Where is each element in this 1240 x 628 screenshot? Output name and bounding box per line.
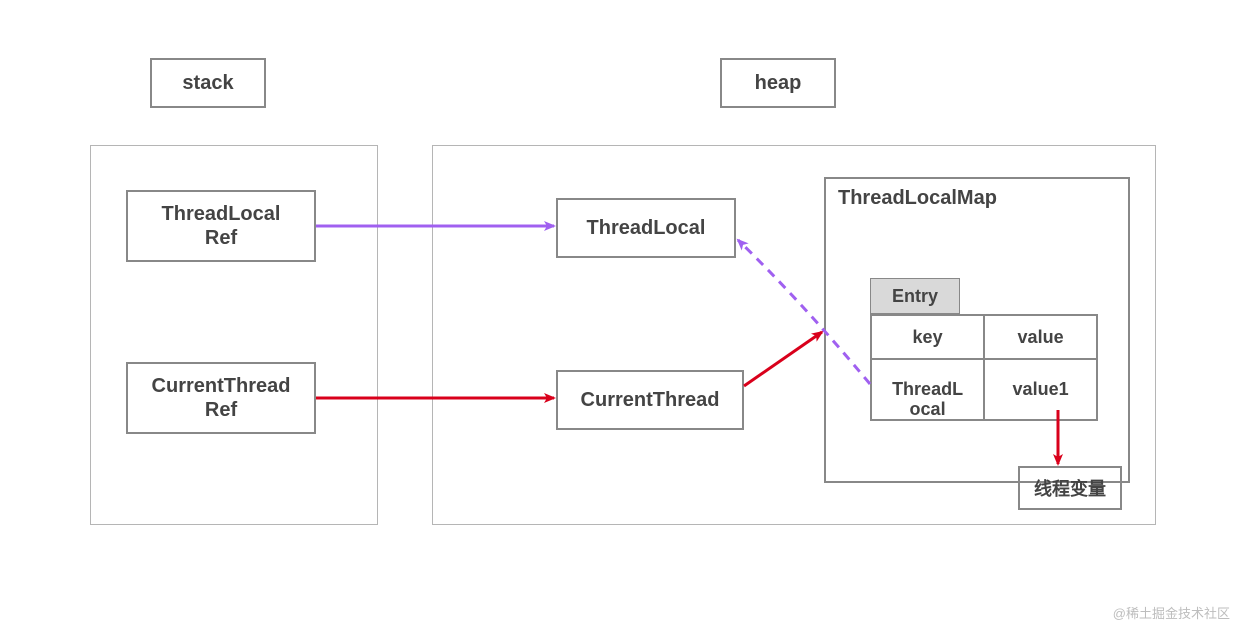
cell-text: value	[1018, 327, 1064, 347]
threadlocal-label: ThreadLocal	[587, 217, 706, 240]
heap-header-label: heap	[755, 72, 802, 95]
cell-text: value1	[1013, 379, 1069, 399]
currentthread-label: CurrentThread	[581, 389, 720, 412]
heap-header-box: heap	[720, 58, 836, 108]
entry-header-label: Entry	[892, 286, 938, 307]
entry-cell-key: key	[871, 315, 984, 359]
cell-text: key	[913, 327, 943, 347]
table-row: ThreadL ocal value1	[871, 359, 1097, 420]
currentthread-box: CurrentThread	[556, 370, 744, 430]
threadlocalmap-label: ThreadLocalMap	[838, 187, 997, 210]
threadlocal-box: ThreadLocal	[556, 198, 736, 258]
stack-header-label: stack	[182, 72, 233, 95]
entry-table: key value ThreadL ocal value1	[870, 314, 1098, 421]
currentthread-ref-box: CurrentThread Ref	[126, 362, 316, 434]
currentthread-ref-label: CurrentThread Ref	[152, 374, 291, 422]
thread-var-label: 线程变量	[1034, 475, 1106, 501]
threadlocal-ref-box: ThreadLocal Ref	[126, 190, 316, 262]
diagram-canvas: stack heap ThreadLocal Ref CurrentThread…	[0, 0, 1240, 628]
cell-text: ThreadL ocal	[892, 379, 963, 419]
entry-cell-threadlocal: ThreadL ocal	[871, 359, 984, 420]
watermark-label: @稀土掘金技术社区	[1113, 606, 1230, 621]
entry-cell-value: value	[984, 315, 1097, 359]
watermark-text: @稀土掘金技术社区	[1113, 603, 1230, 622]
thread-var-box: 线程变量	[1018, 466, 1122, 510]
entry-cell-value1: value1	[984, 359, 1097, 420]
entry-header-box: Entry	[870, 278, 960, 314]
table-row: key value	[871, 315, 1097, 359]
threadlocal-ref-label: ThreadLocal Ref	[162, 202, 281, 250]
stack-header-box: stack	[150, 58, 266, 108]
